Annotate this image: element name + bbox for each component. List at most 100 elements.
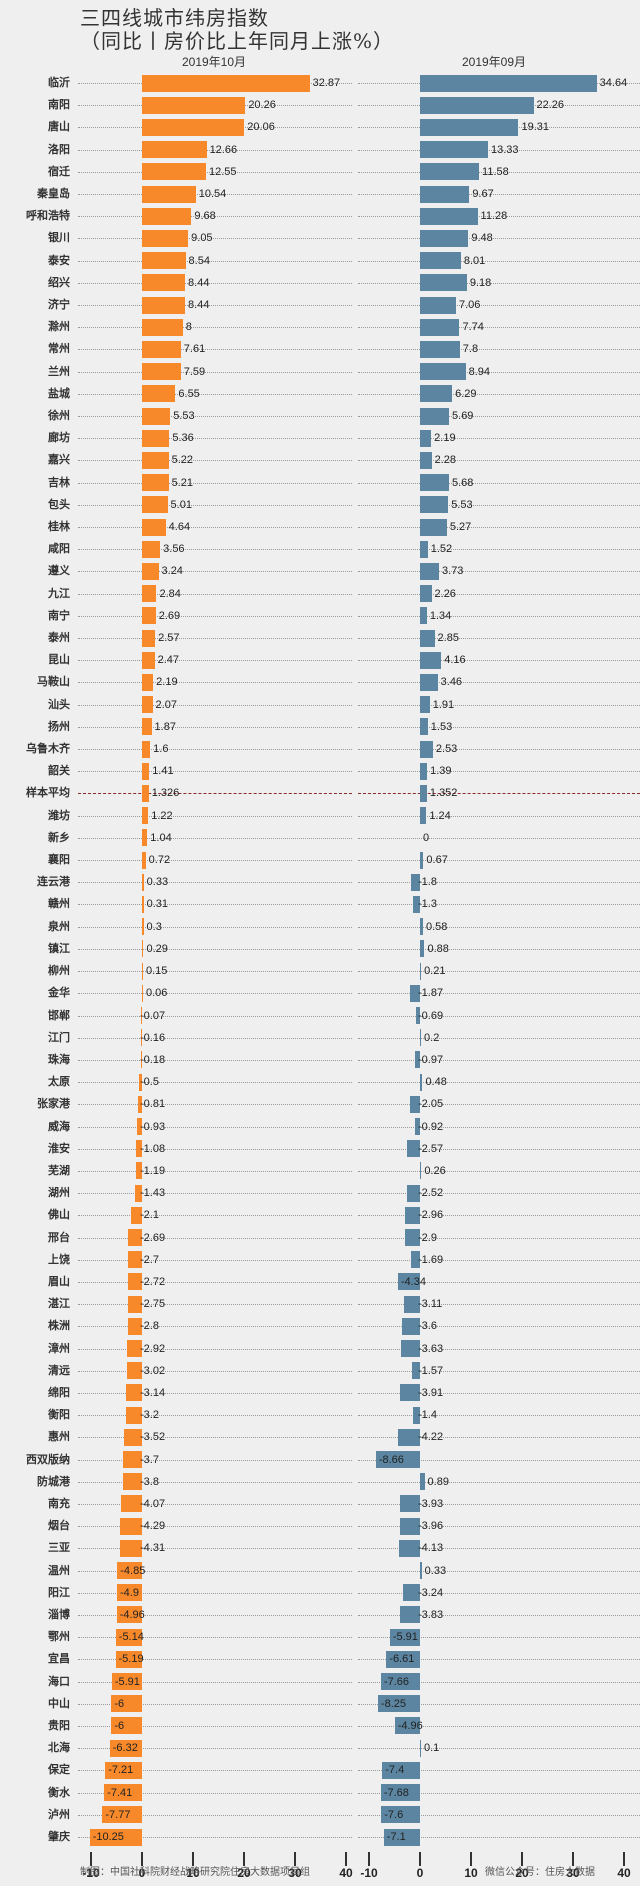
axis-tick [345, 1852, 347, 1866]
value-label: 22.26 [536, 99, 565, 112]
value-label: 9.68 [194, 210, 216, 223]
axis-tick [294, 1852, 296, 1866]
average-line [358, 793, 640, 795]
city-label: 潍坊 [48, 808, 70, 822]
row-guide [78, 305, 352, 307]
value-label: 34.64 [599, 77, 628, 89]
row-guide [358, 1304, 640, 1306]
value-label: -1.87 [418, 987, 444, 1000]
value-label: -3.91 [418, 1386, 444, 1399]
axis-tick [141, 1852, 143, 1866]
value-label: -2.52 [418, 1187, 444, 1200]
bar [128, 1273, 142, 1291]
value-label: -3.93 [418, 1497, 444, 1510]
row-guide [358, 638, 640, 640]
row-guide [78, 1703, 352, 1705]
city-label: 兰州 [48, 364, 70, 378]
value-label: -2.57 [418, 1142, 444, 1155]
bar [420, 807, 427, 825]
value-label: 3.73 [442, 565, 464, 578]
bar [409, 1095, 420, 1113]
row-guide [358, 1059, 640, 1061]
row-guide [358, 1437, 640, 1439]
row-guide [78, 660, 352, 662]
row-guide [358, 860, 640, 862]
value-label: 2.85 [437, 632, 459, 645]
value-label: -6 [114, 1697, 125, 1710]
bar [134, 1184, 142, 1202]
bar [381, 1806, 420, 1824]
bar [142, 96, 246, 114]
value-label: 1.53 [430, 720, 453, 733]
row-guide [78, 726, 352, 728]
bar [380, 1784, 420, 1802]
row-guide [358, 1259, 640, 1261]
bar [121, 1495, 142, 1513]
row-guide [358, 549, 640, 551]
value-label: -2.05 [418, 1098, 444, 1111]
value-label: -1.8 [418, 876, 437, 889]
value-label: 1.04 [150, 831, 172, 844]
value-label: 1.39 [430, 765, 452, 778]
bar [420, 118, 519, 136]
bar [142, 540, 161, 558]
bar [142, 651, 155, 669]
axis-tick [419, 1852, 421, 1866]
bar [420, 962, 422, 980]
axis-tick [192, 1852, 194, 1866]
bar [139, 1073, 142, 1091]
row-guide [358, 1837, 640, 1838]
value-label: 0.21 [424, 965, 446, 978]
value-label: -5.14 [118, 1631, 144, 1644]
value-label: 7.61 [183, 343, 206, 356]
bar [117, 1584, 142, 1602]
row-guide [358, 327, 640, 329]
row-guide [78, 416, 352, 418]
bar [136, 1140, 142, 1158]
bar [420, 318, 460, 336]
value-label: -1.69 [418, 1253, 444, 1266]
city-label: 洛阳 [48, 142, 70, 156]
city-label: 珠海 [48, 1052, 70, 1066]
row-guide [78, 593, 352, 595]
row-guide [358, 971, 640, 973]
row-guide [358, 993, 640, 995]
value-label: -0.93 [140, 1120, 166, 1133]
value-label: 5.27 [449, 521, 472, 534]
value-label: 1.22 [151, 809, 173, 822]
value-label: -1.19 [140, 1164, 166, 1177]
row-guide [78, 349, 352, 351]
row-guide [358, 504, 640, 506]
row-guide [358, 416, 640, 418]
bar [420, 407, 450, 425]
city-label: 赣州 [48, 897, 70, 911]
row-guide [78, 1281, 352, 1283]
city-label: 呼和浩特 [26, 209, 70, 223]
row-guide [78, 926, 352, 928]
value-label: 5.01 [170, 498, 192, 511]
value-label: -4.85 [120, 1564, 146, 1577]
bar [420, 762, 428, 780]
bar [127, 1340, 142, 1358]
chart-title-line2: （同比丨房价比上年同月上涨%） [80, 29, 395, 53]
city-label: 邢台 [48, 1230, 70, 1244]
bar [420, 474, 449, 492]
bar [386, 1650, 420, 1668]
row-guide [78, 948, 352, 950]
row-guide [78, 1548, 352, 1550]
bar [142, 718, 152, 736]
bar [135, 1162, 142, 1180]
bar [142, 784, 149, 802]
row-guide [78, 1059, 352, 1061]
value-label: 0.06 [146, 987, 168, 1000]
city-label: 绍兴 [48, 275, 70, 289]
row-guide [358, 1126, 640, 1128]
row-guide [78, 1215, 352, 1217]
row-guide [78, 1237, 352, 1239]
bar [420, 1739, 421, 1757]
bar [397, 1273, 420, 1291]
row-guide [78, 1370, 352, 1372]
value-label: 0.33 [424, 1564, 447, 1577]
row-guide [358, 282, 640, 284]
row-guide [78, 904, 352, 906]
